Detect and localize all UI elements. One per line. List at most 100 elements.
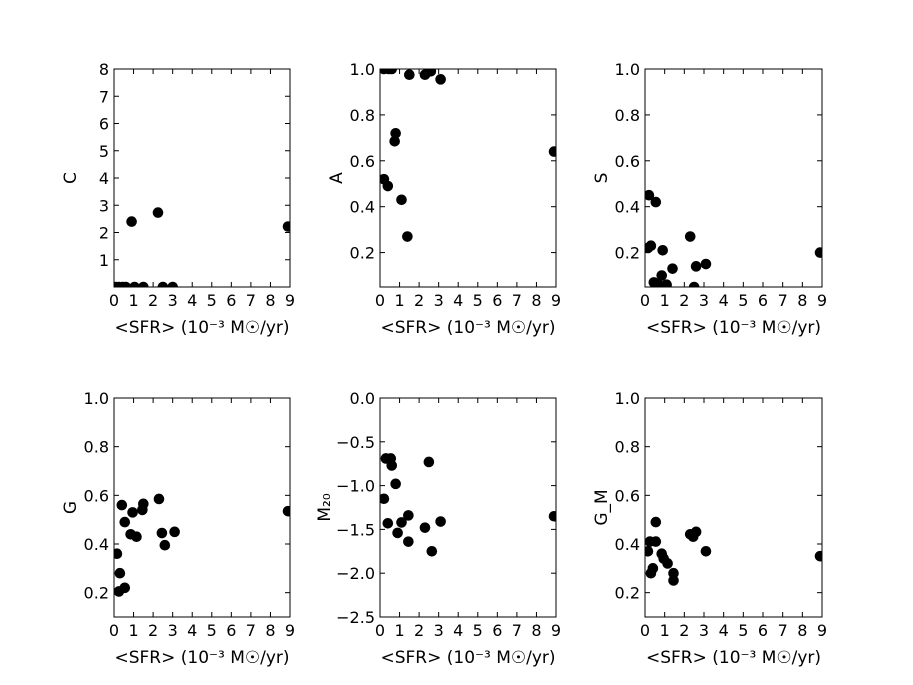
x-tick-label: 9: [817, 291, 827, 310]
data-point: [814, 247, 822, 258]
data-point: [647, 563, 659, 574]
y-tick-label: 1: [99, 251, 109, 270]
data-point: [650, 536, 662, 547]
data-point: [119, 516, 131, 528]
y-tick-label: 8: [99, 60, 109, 79]
y-tick-label: 0.8: [84, 438, 109, 457]
y-axis-label: C: [61, 172, 81, 184]
data-point: [396, 194, 407, 206]
y-axis-label: A: [327, 172, 347, 184]
data-point: [650, 516, 662, 528]
y-axis-label: G_M: [592, 489, 612, 525]
x-tick-label: 8: [531, 291, 541, 310]
data-point: [690, 526, 702, 538]
data-points: [380, 453, 556, 557]
y-tick-label: 0.8: [350, 106, 375, 125]
data-point: [700, 546, 712, 557]
panel-g: 0 1 2 3 4 5 6 7 8 9 0.2 0.4 0.6 0.8 1.0 <SFR> (10⁻³ M☉/…: [61, 389, 295, 668]
plot-frame: [113, 68, 291, 288]
x-axis-label: <SFR> (10⁻³ M☉/yr): [114, 648, 289, 668]
data-point: [156, 527, 168, 539]
y-tick-label: −0.5: [336, 433, 375, 452]
x-tick-label: 8: [265, 621, 275, 640]
data-point: [419, 522, 431, 533]
y-tick-label: 0.6: [615, 152, 640, 171]
x-tick-label: 0: [109, 621, 119, 640]
x-tick-label: 5: [207, 291, 217, 310]
x-tick-label: 3: [434, 621, 444, 640]
data-point: [688, 281, 700, 287]
y-tick-label: 0.4: [84, 535, 109, 554]
y-tick-label: 0.2: [615, 244, 640, 263]
data-point: [548, 146, 556, 157]
data-point: [684, 231, 696, 242]
data-point: [392, 527, 403, 539]
x-tick-label: 3: [699, 621, 709, 640]
data-point: [152, 207, 164, 218]
data-point: [138, 281, 149, 287]
data-point: [390, 127, 401, 139]
x-tick-label: 9: [817, 621, 827, 640]
x-tick-label: 2: [414, 621, 424, 640]
x-tick-label: 1: [128, 291, 138, 310]
data-point: [403, 510, 414, 521]
y-tick-label: −2.0: [336, 564, 375, 583]
data-point: [157, 281, 169, 287]
y-tick-label: 1.0: [350, 60, 375, 79]
data-point: [656, 270, 668, 281]
x-tick-label: 5: [473, 291, 483, 310]
x-tick-label: 1: [660, 291, 670, 310]
data-point: [382, 517, 394, 529]
y-tick-label: 0.0: [350, 389, 375, 408]
data-point: [380, 493, 390, 505]
x-tick-label: 0: [109, 291, 119, 310]
y-tick-label: 2: [99, 224, 109, 243]
y-tick-label: 0.6: [350, 152, 375, 171]
x-tick-label: 7: [512, 291, 522, 310]
x-tick-label: 5: [738, 291, 748, 310]
x-tick-label: 6: [758, 621, 768, 640]
y-axis-label: G: [61, 501, 81, 514]
x-tick-label: 9: [551, 291, 561, 310]
x-tick-label: 8: [797, 291, 807, 310]
y-tick-label: 0.4: [615, 198, 640, 217]
data-point: [389, 135, 400, 147]
data-point: [435, 516, 446, 527]
x-tick-label: 4: [187, 621, 197, 640]
data-point: [126, 216, 137, 227]
data-point: [667, 263, 678, 274]
x-tick-label: 6: [492, 621, 502, 640]
x-tick-label: 8: [265, 291, 275, 310]
x-tick-label: 8: [797, 621, 807, 640]
panel-s: 0 1 2 3 4 5 6 7 8 9 0.2 0.4 0.6 0.8 1.0 <SFR> (10⁻³ M☉/…: [592, 60, 827, 338]
x-tick-label: 6: [226, 621, 236, 640]
x-tick-label: 5: [738, 621, 748, 640]
x-tick-label: 2: [414, 291, 424, 310]
y-tick-label: 4: [99, 169, 109, 188]
x-tick-label: 3: [699, 291, 709, 310]
x-tick-label: 7: [246, 621, 256, 640]
x-tick-label: 1: [128, 621, 138, 640]
x-tick-label: 1: [660, 621, 670, 640]
x-tick-label: 0: [640, 291, 650, 310]
y-tick-label: 7: [99, 87, 109, 106]
data-point: [661, 279, 672, 287]
data-point: [662, 558, 673, 569]
data-point: [153, 493, 165, 505]
data-points: [645, 516, 822, 586]
x-tick-label: 5: [473, 621, 483, 640]
y-tick-label: 6: [99, 115, 109, 134]
x-axis-label: <SFR> (10⁻³ M☉/yr): [380, 648, 555, 668]
data-point: [645, 546, 654, 557]
y-tick-label: 1.0: [615, 389, 640, 408]
data-point: [382, 180, 394, 192]
data-point: [425, 69, 437, 77]
plot-frame: [379, 68, 557, 288]
data-point: [814, 550, 822, 562]
y-axis-label: M₂₀: [315, 493, 335, 521]
data-points: [645, 189, 822, 287]
y-tick-label: −2.5: [336, 608, 375, 627]
data-point: [650, 196, 662, 208]
data-point: [426, 546, 438, 557]
